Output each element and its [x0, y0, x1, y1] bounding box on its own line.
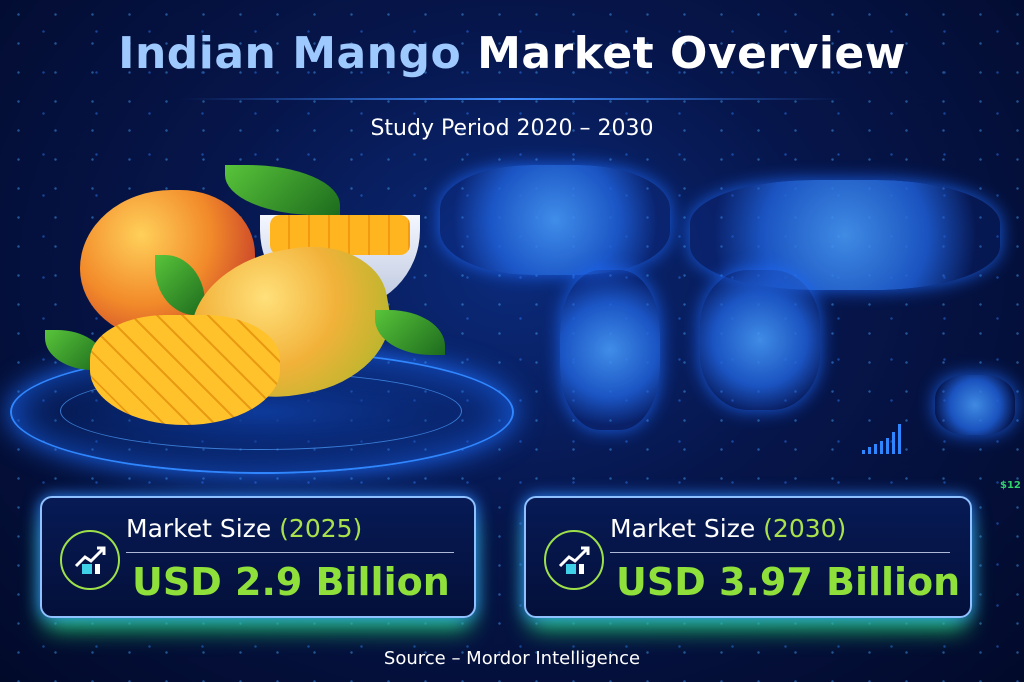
- market-value: USD 3.97 Billion: [616, 560, 961, 604]
- market-size-card-2030: Market Size (2030) USD 3.97 Billion: [524, 496, 972, 618]
- market-value: USD 2.9 Billion: [132, 560, 450, 604]
- market-size-card-2025: Market Size (2025) USD 2.9 Billion: [40, 496, 476, 618]
- north-america: [440, 165, 670, 275]
- chart-growth-icon: [544, 530, 604, 590]
- card-divider: [126, 552, 454, 553]
- ticker-text: $12: [1000, 480, 1021, 491]
- page-title: Indian Mango Market Overview: [118, 28, 906, 79]
- card-divider: [610, 552, 950, 553]
- mini-bar-chart: [862, 420, 901, 454]
- title-divider: [180, 98, 844, 100]
- mango-cut-hedgehog: [90, 315, 280, 425]
- chart-growth-icon: [60, 530, 120, 590]
- study-period: Study Period 2020 – 2030: [370, 116, 654, 141]
- africa: [700, 270, 820, 410]
- south-america: [560, 270, 660, 430]
- australia: [935, 375, 1015, 435]
- source-credit: Source – Mordor Intelligence: [383, 648, 641, 669]
